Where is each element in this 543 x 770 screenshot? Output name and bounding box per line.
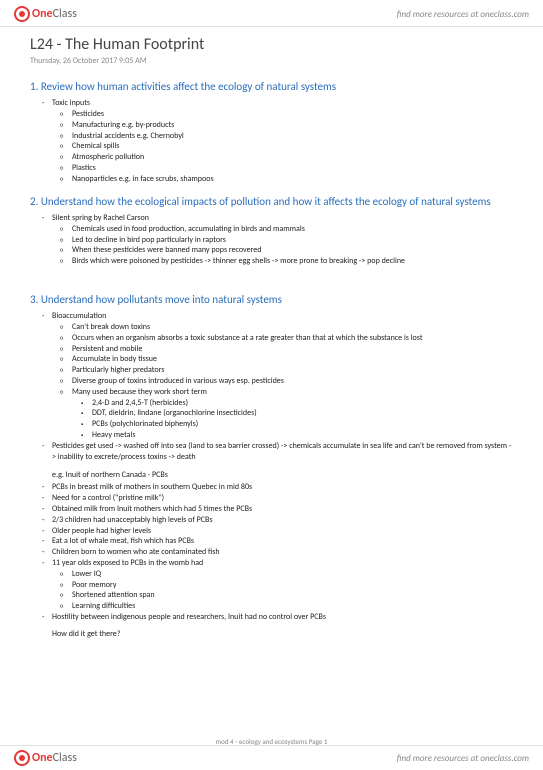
- list-item: Heavy metals: [92, 430, 513, 441]
- list-item: Manufacturing e.g. by-products: [72, 120, 513, 131]
- list-item: When these pesticides were banned many p…: [72, 245, 513, 256]
- logo-text: OneClass: [32, 751, 77, 765]
- list-lvl2: Lower IQPoor memoryShortened attention s…: [52, 569, 513, 612]
- list-lvl2: Chemicals used in food production, accum…: [52, 224, 513, 267]
- list-item: Silent spring by Rachel CarsonChemicals …: [52, 213, 513, 267]
- find-more-bottom[interactable]: find more resources at oneclass.com: [397, 753, 529, 764]
- list-item: Particularly higher predators: [72, 365, 513, 376]
- list-item: 11 year olds exposed to PCBs in the womb…: [52, 558, 513, 612]
- example-heading: e.g. Inuit of northern Canada - PCBs: [30, 470, 513, 480]
- logo-one: One: [32, 751, 53, 765]
- list-item: DDT, dieldrin, lindane (organochlorine i…: [92, 408, 513, 419]
- list-item: Nanoparticles e.g. in face scrubs, shamp…: [72, 174, 513, 185]
- list-item: Birds which were poisoned by pesticides …: [72, 256, 513, 267]
- list-item: Toxic inputsPesticidesManufacturing e.g.…: [52, 98, 513, 184]
- logo-one: One: [32, 7, 53, 21]
- list-item: Persistent and mobile: [72, 344, 513, 355]
- list-item: 2,4-D and 2,4,5-T (herbicides): [92, 398, 513, 409]
- logo-class: Class: [53, 751, 77, 765]
- example-list: PCBs in breast milk of mothers in southe…: [30, 482, 513, 622]
- spacer: [30, 267, 513, 283]
- list-item: Chemicals used in food production, accum…: [72, 224, 513, 235]
- brand-logo: OneClass: [14, 6, 77, 22]
- list-item: Diverse group of toxins introduced in va…: [72, 376, 513, 387]
- list-item: Older people had higher levels: [52, 526, 513, 537]
- list-item: Can't break down toxins: [72, 322, 513, 333]
- section-heading: 1. Review how human activities affect th…: [30, 80, 513, 94]
- list-item: Learning difficulties: [72, 601, 513, 612]
- list-lvl1: Silent spring by Rachel CarsonChemicals …: [30, 213, 513, 267]
- logo-class: Class: [53, 7, 77, 21]
- section-heading: 3. Understand how pollutants move into n…: [30, 293, 513, 307]
- list-lvl2: Can't break down toxinsOccurs when an or…: [52, 322, 513, 441]
- list-item: Pesticides get used -> washed off into s…: [52, 441, 513, 463]
- section-heading: 2. Understand how the ecological impacts…: [30, 195, 513, 209]
- list-lvl3: 2,4-D and 2,4,5-T (herbicides)DDT, dield…: [72, 398, 513, 441]
- list-item: Shortened attention span: [72, 590, 513, 601]
- logo-icon: [14, 6, 30, 22]
- list-item: Atmospheric pollution: [72, 152, 513, 163]
- list-item: Occurs when an organism absorbs a toxic …: [72, 333, 513, 344]
- logo-text: OneClass: [32, 7, 77, 21]
- list-item: Many used because they work short term2,…: [72, 387, 513, 441]
- list-item: Obtained milk from Inuit mothers which h…: [52, 504, 513, 515]
- document-content: L24 - The Human Footprint Thursday, 26 O…: [0, 27, 543, 639]
- list-lvl1: Toxic inputsPesticidesManufacturing e.g.…: [30, 98, 513, 184]
- list-item: Hostility between indigenous people and …: [52, 612, 513, 623]
- list-item: Pesticides: [72, 109, 513, 120]
- list-lvl2: PesticidesManufacturing e.g. by-products…: [52, 109, 513, 185]
- list-item: BioaccumulationCan't break down toxinsOc…: [52, 311, 513, 441]
- list-item: Accumulate in body tissue: [72, 354, 513, 365]
- list-item: Need for a control ("pristine milk"): [52, 493, 513, 504]
- list-item: PCBs (polychlorinated biphenyls): [92, 419, 513, 430]
- page-subtitle: Thursday, 26 October 2017 9:05 AM: [30, 56, 513, 66]
- logo-icon: [14, 750, 30, 766]
- list-item: PCBs in breast milk of mothers in southe…: [52, 482, 513, 493]
- list-item: Children born to women who ate contamina…: [52, 547, 513, 558]
- top-bar: OneClass find more resources at oneclass…: [0, 0, 543, 27]
- list-item: Eat a lot of whale meat, fish which has …: [52, 536, 513, 547]
- find-more-top[interactable]: find more resources at oneclass.com: [397, 9, 529, 20]
- list-item: Lower IQ: [72, 569, 513, 580]
- list-item: Chemical spills: [72, 141, 513, 152]
- list-item: Plastics: [72, 163, 513, 174]
- brand-logo-bottom: OneClass: [14, 750, 77, 766]
- bottom-bar: OneClass find more resources at oneclass…: [0, 745, 543, 770]
- closing-question: How did it get there?: [30, 629, 513, 639]
- list-item: Industrial accidents e.g. Chernobyl: [72, 131, 513, 142]
- list-item: 2/3 children had unacceptably high level…: [52, 515, 513, 526]
- page-title: L24 - The Human Footprint: [30, 35, 513, 54]
- list-item: Led to decline in bird pop particularly …: [72, 235, 513, 246]
- list-item: Poor memory: [72, 580, 513, 591]
- list-lvl1: BioaccumulationCan't break down toxinsOc…: [30, 311, 513, 462]
